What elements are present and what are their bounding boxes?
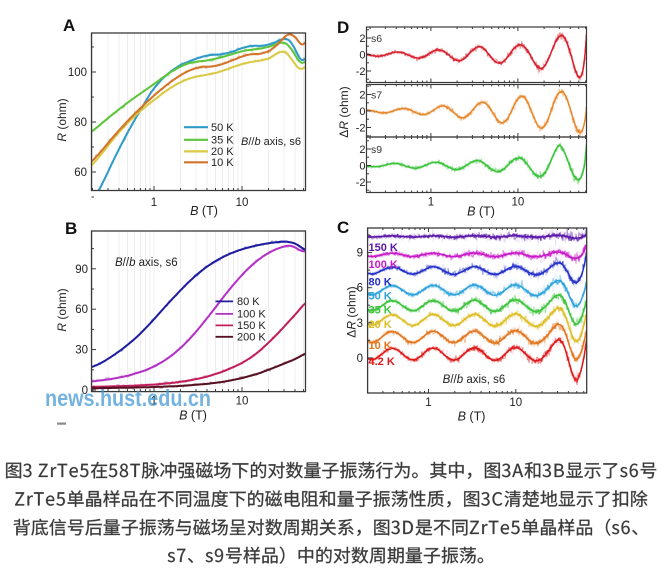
svg-text:80: 80	[74, 117, 87, 129]
svg-text:B (T): B (T)	[458, 410, 486, 424]
svg-text:10: 10	[512, 197, 525, 209]
svg-text:2: 2	[359, 33, 365, 45]
svg-text:A: A	[63, 16, 75, 35]
svg-text:s6: s6	[371, 33, 382, 45]
svg-text:100: 100	[68, 67, 87, 79]
svg-text:50 K: 50 K	[211, 122, 234, 134]
svg-text:60: 60	[74, 167, 87, 179]
svg-text:B: B	[65, 219, 77, 238]
svg-text:R (ohm): R (ohm)	[55, 288, 69, 331]
svg-text:B (T): B (T)	[467, 205, 495, 219]
svg-text:B//b axis, s6: B//b axis, s6	[241, 136, 301, 148]
svg-text:2: 2	[359, 90, 365, 102]
svg-text:4.2 K: 4.2 K	[369, 356, 395, 368]
svg-text:C: C	[337, 218, 349, 237]
svg-text:50 K: 50 K	[369, 290, 392, 302]
svg-text:ΔR (ohm): ΔR (ohm)	[337, 86, 351, 137]
svg-text:0: 0	[82, 385, 88, 397]
svg-text:60: 60	[75, 304, 88, 316]
svg-text:1: 1	[428, 197, 434, 209]
svg-text:ΔR (ohm): ΔR (ohm)	[345, 286, 359, 337]
svg-text:0: 0	[359, 106, 365, 118]
svg-text:30: 30	[75, 345, 88, 357]
svg-text:-2: -2	[356, 177, 366, 189]
svg-text:10: 10	[509, 397, 522, 409]
svg-text:150 K: 150 K	[369, 242, 398, 254]
svg-text:3: 3	[357, 318, 363, 330]
svg-text:2: 2	[359, 144, 365, 156]
svg-text:B (T): B (T)	[190, 204, 218, 218]
svg-text:100 K: 100 K	[237, 309, 266, 321]
svg-text:news.hust.edu.cn: news.hust.edu.cn	[45, 385, 211, 411]
svg-text:200 K: 200 K	[237, 332, 266, 344]
svg-text:20 K: 20 K	[211, 146, 234, 158]
svg-text:0: 0	[359, 50, 365, 62]
svg-text:10: 10	[236, 197, 249, 209]
svg-text:B (T): B (T)	[179, 409, 207, 423]
svg-text:6: 6	[357, 283, 363, 295]
svg-text:10 K: 10 K	[369, 340, 392, 352]
svg-text:10 K: 10 K	[211, 157, 234, 169]
svg-text:s9: s9	[371, 144, 382, 156]
svg-text:10: 10	[236, 396, 249, 408]
svg-text:-2: -2	[356, 66, 366, 78]
svg-text:90: 90	[75, 264, 88, 276]
svg-text:35 K: 35 K	[211, 135, 234, 147]
svg-text:-2: -2	[356, 123, 366, 135]
svg-text:80 K: 80 K	[237, 296, 260, 308]
svg-text:1: 1	[425, 397, 431, 409]
svg-text:9: 9	[357, 248, 363, 260]
svg-text:0: 0	[359, 161, 365, 173]
svg-text:80 K: 80 K	[369, 277, 392, 289]
svg-text:35 K: 35 K	[369, 305, 392, 317]
svg-text:D: D	[337, 18, 349, 37]
svg-text:1: 1	[151, 396, 157, 408]
svg-text:150 K: 150 K	[237, 320, 266, 332]
svg-text:100 K: 100 K	[369, 259, 398, 271]
svg-text:B//b axis, s6: B//b axis, s6	[115, 257, 178, 269]
svg-text:1: 1	[151, 197, 157, 209]
svg-text:B//b axis, s6: B//b axis, s6	[443, 374, 506, 386]
svg-text:s7: s7	[371, 90, 382, 102]
svg-text:0: 0	[357, 353, 363, 365]
svg-text:20 K: 20 K	[369, 319, 392, 331]
svg-text:R (ohm): R (ohm)	[55, 98, 69, 141]
